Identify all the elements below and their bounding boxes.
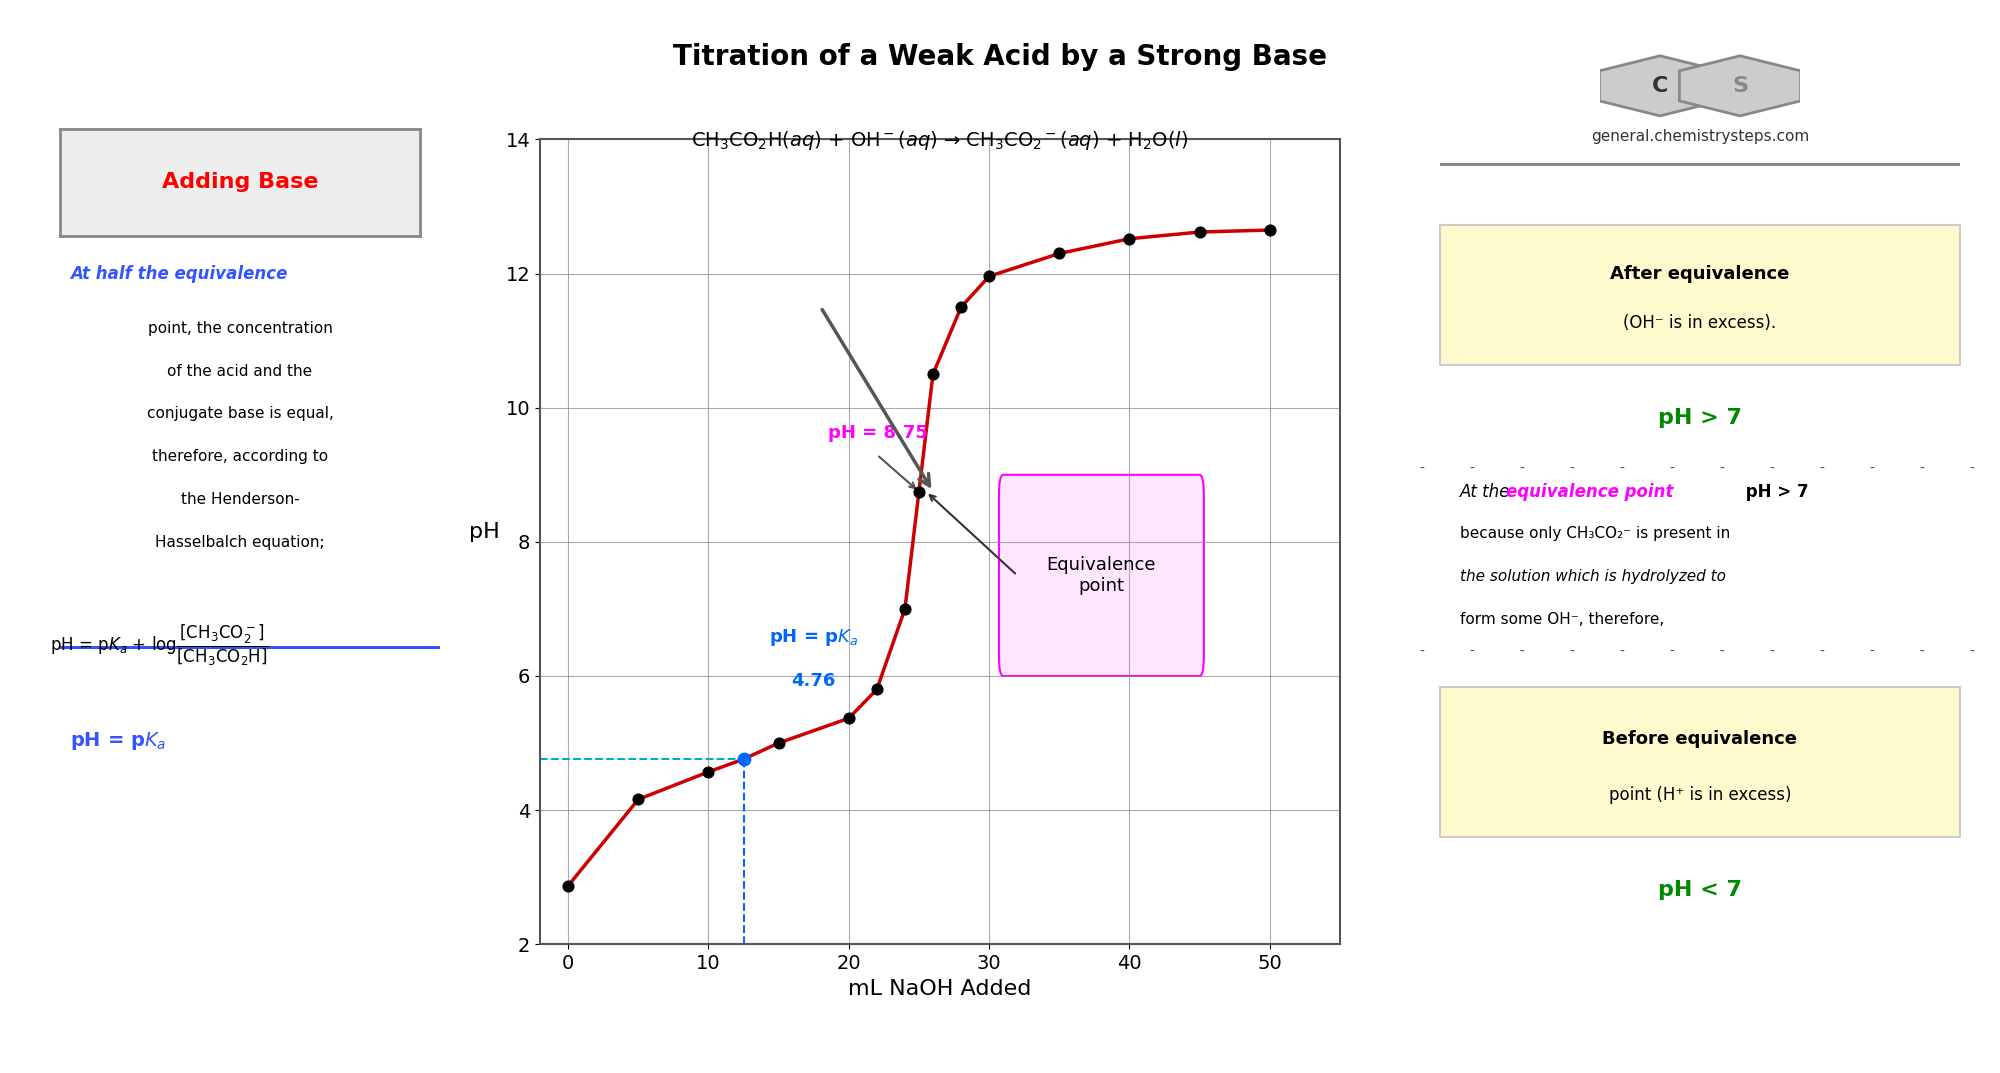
Point — [728, 751, 760, 768]
Text: -: - — [1870, 461, 1880, 475]
Text: pH = p$K_a$: pH = p$K_a$ — [770, 628, 858, 648]
Text: therefore, according to: therefore, according to — [152, 450, 328, 465]
Text: -: - — [1570, 461, 1580, 475]
Text: point (H⁺ is in excess): point (H⁺ is in excess) — [1608, 785, 1792, 804]
Text: of the acid and the: of the acid and the — [168, 364, 312, 379]
Text: -: - — [1470, 461, 1480, 475]
Text: -: - — [1920, 644, 1930, 658]
Text: -: - — [1420, 461, 1430, 475]
Text: -: - — [1520, 644, 1530, 658]
Point — [1114, 231, 1146, 248]
Text: -: - — [1970, 461, 1980, 475]
Text: pH = 8.75: pH = 8.75 — [828, 424, 928, 442]
Point — [762, 734, 794, 751]
Text: -: - — [1720, 461, 1730, 475]
Point — [1044, 245, 1076, 262]
Text: -: - — [1620, 644, 1630, 658]
Text: C: C — [1652, 76, 1668, 95]
Text: conjugate base is equal,: conjugate base is equal, — [146, 407, 334, 422]
Point — [728, 751, 760, 768]
Text: -: - — [1470, 644, 1480, 658]
Y-axis label: pH: pH — [470, 521, 500, 542]
Text: Hasselbalch equation;: Hasselbalch equation; — [156, 535, 324, 550]
Point — [888, 601, 920, 618]
Point — [902, 483, 934, 500]
Text: pH = p$K_a$: pH = p$K_a$ — [70, 730, 166, 752]
Text: -: - — [1520, 461, 1530, 475]
Text: -: - — [1420, 644, 1430, 658]
Point — [946, 298, 978, 315]
Text: -: - — [1970, 644, 1980, 658]
Text: because only CH₃CO₂⁻ is present in: because only CH₃CO₂⁻ is present in — [1460, 526, 1730, 541]
Point — [622, 791, 654, 808]
Text: -: - — [1920, 461, 1930, 475]
Text: After equivalence: After equivalence — [1610, 265, 1790, 283]
Text: -: - — [1770, 461, 1780, 475]
Point — [1184, 223, 1216, 240]
X-axis label: mL NaOH Added: mL NaOH Added — [848, 979, 1032, 999]
Text: pH > 7: pH > 7 — [1740, 483, 1808, 501]
Text: form some OH⁻, therefore,: form some OH⁻, therefore, — [1460, 612, 1664, 627]
Text: -: - — [1670, 644, 1680, 658]
Text: Before equivalence: Before equivalence — [1602, 731, 1798, 748]
Point — [552, 878, 584, 895]
Point — [916, 366, 948, 383]
Text: -: - — [1620, 461, 1630, 475]
Text: S: S — [1732, 76, 1748, 95]
Text: pH > 7: pH > 7 — [1658, 408, 1742, 428]
Text: CH$_3$CO$_2$H($aq$) + OH$^-$($aq$) → CH$_3$CO$_2$$^-$($aq$) + H$_2$O($l$): CH$_3$CO$_2$H($aq$) + OH$^-$($aq$) → CH$… — [692, 129, 1188, 151]
Text: (OH⁻ is in excess).: (OH⁻ is in excess). — [1624, 314, 1776, 332]
Text: -: - — [1570, 644, 1580, 658]
Point — [692, 763, 724, 780]
Text: the Henderson-: the Henderson- — [180, 493, 300, 508]
Text: pH < 7: pH < 7 — [1658, 880, 1742, 900]
Text: Adding Base: Adding Base — [162, 173, 318, 192]
Text: Equivalence
point: Equivalence point — [1046, 556, 1156, 594]
Text: general.chemistrysteps.com: general.chemistrysteps.com — [1590, 129, 1810, 144]
Point — [832, 709, 864, 726]
Text: the solution which is hydrolyzed to: the solution which is hydrolyzed to — [1460, 569, 1726, 584]
Point — [1254, 221, 1286, 238]
Text: -: - — [1870, 644, 1880, 658]
FancyBboxPatch shape — [998, 474, 1204, 676]
Text: -: - — [1820, 461, 1830, 475]
Text: At the: At the — [1460, 483, 1516, 501]
Text: point, the concentration: point, the concentration — [148, 321, 332, 336]
Text: equivalence point: equivalence point — [1460, 483, 1674, 501]
Text: At half the equivalence: At half the equivalence — [70, 265, 288, 283]
Text: -: - — [1670, 461, 1680, 475]
Point — [860, 681, 892, 699]
Text: pH = p$K_a$ + log$\dfrac{[\mathrm{CH_3CO_2^-}]}{[\mathrm{CH_3CO_2H}]}$: pH = p$K_a$ + log$\dfrac{[\mathrm{CH_3CO… — [50, 622, 268, 667]
Text: 4.76: 4.76 — [792, 672, 836, 690]
Text: Titration of a Weak Acid by a Strong Base: Titration of a Weak Acid by a Strong Bas… — [672, 43, 1328, 71]
Text: -: - — [1720, 644, 1730, 658]
Point — [974, 267, 1006, 284]
Text: -: - — [1770, 644, 1780, 658]
Text: -: - — [1820, 644, 1830, 658]
